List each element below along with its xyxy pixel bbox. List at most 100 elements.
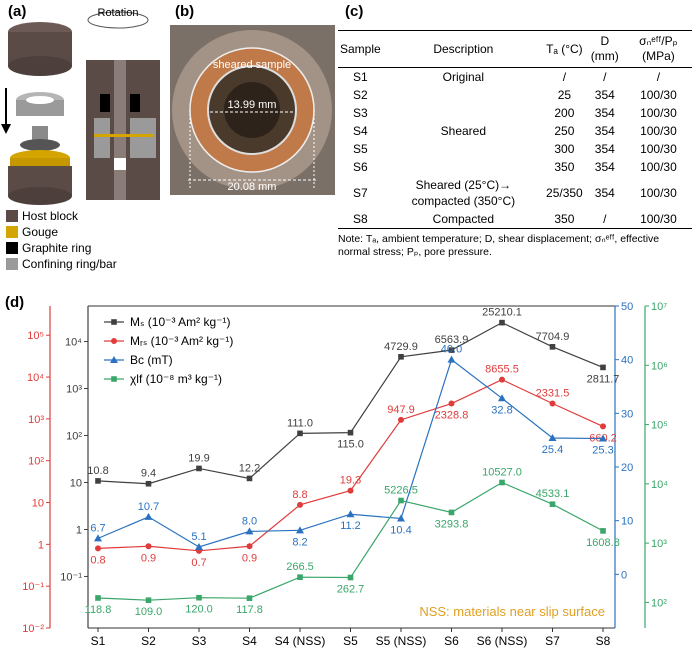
series-line <box>97 481 604 601</box>
point <box>145 543 152 550</box>
point <box>600 364 606 371</box>
point <box>499 479 505 486</box>
point <box>448 400 455 407</box>
point <box>397 514 405 522</box>
data-label: 1608.8 <box>586 537 620 549</box>
point <box>245 527 254 535</box>
point <box>144 512 153 520</box>
panel-label: (b) <box>175 3 194 20</box>
point <box>95 545 101 552</box>
data-label: 111.0 <box>287 417 313 429</box>
table-cell: 300 <box>554 142 575 156</box>
point <box>246 475 253 482</box>
table-header: Sample Description Tₐ (°C) D (mm) σₙᵉᶠᶠ/Pₚ (… <box>338 30 692 68</box>
data-label: 2328.8 <box>435 410 469 422</box>
point <box>447 355 456 363</box>
x-tick-label: S4 <box>242 634 257 648</box>
y-tick-label: 10 <box>621 516 633 528</box>
x-tick-label: S8 <box>596 634 611 648</box>
data-label: 0.8 <box>90 554 105 566</box>
y-tick-label: 10² <box>28 456 44 468</box>
rotation-label: Rotation <box>98 7 139 19</box>
dimension-label: 13.99 mm <box>228 99 277 111</box>
y-tick-label: 10⁵ <box>651 420 668 432</box>
point <box>549 344 556 350</box>
table-cell: Compacted <box>382 210 545 229</box>
data-label: 25.4 <box>542 444 563 456</box>
table-cell: 354 <box>594 142 615 156</box>
point <box>347 429 354 436</box>
legend-label: Mᵣₛ (10⁻³ Am² kg⁻¹) <box>130 334 233 348</box>
table-row: S4 250 354 100/30 <box>338 122 692 140</box>
legend-label: Bc (mT) <box>130 353 173 367</box>
data-label: 10.4 <box>390 525 411 537</box>
table-cell: S3 <box>353 106 368 120</box>
point <box>296 526 304 534</box>
header-cell: Sample <box>338 30 383 68</box>
photo-caption: sheared sample <box>213 59 291 71</box>
data-label: 0.7 <box>191 557 206 569</box>
table-cell: 350 <box>554 160 575 174</box>
point <box>599 434 607 442</box>
y-tick-label: 0 <box>621 569 627 581</box>
table: Sample Description Tₐ (°C) D (mm) σₙᵉᶠᶠ/Pₚ (… <box>338 30 692 229</box>
point <box>498 394 506 402</box>
panel-label: (a) <box>8 3 26 20</box>
data-label: 8.8 <box>292 489 307 501</box>
table-cell: 100/30 <box>640 142 677 156</box>
legend-label: Graphite ring <box>22 241 91 255</box>
table-cell: S4 <box>353 124 368 138</box>
table-cell: 100/30 <box>640 88 677 102</box>
table-cell: 350 <box>544 210 585 229</box>
data-label: 0.9 <box>141 552 156 564</box>
data-label: 109.0 <box>135 606 163 618</box>
table-cell: 354 <box>594 88 615 102</box>
y-tick-label: 1 <box>38 539 44 551</box>
data-label: 2331.5 <box>536 388 570 400</box>
table-row: S1 Original / / / <box>338 68 692 87</box>
table-cell: 25 <box>557 88 572 102</box>
point <box>95 478 101 484</box>
point <box>196 594 202 601</box>
table-cell: 354 <box>594 160 615 174</box>
y-tick-label: 20 <box>621 462 633 474</box>
point <box>246 595 253 601</box>
data-label: 32.8 <box>491 404 512 416</box>
exploded-view <box>1 22 72 205</box>
y-tick-label: 10⁴ <box>65 337 82 349</box>
point <box>111 319 117 325</box>
y-tick-label: 10 <box>70 477 82 489</box>
data-label: 11.2 <box>340 520 361 532</box>
point <box>398 497 404 504</box>
table-cell: / <box>603 70 607 84</box>
table-cell: S5 <box>353 142 368 156</box>
table-cell: / <box>562 70 567 84</box>
legend: Host block Gouge Graphite ring Confining ri… <box>6 209 117 271</box>
y-tick-label: 30 <box>621 408 633 420</box>
data-label: 115.0 <box>337 439 364 451</box>
table-row: S2 Sheared 25 354 100/30 <box>338 86 692 138</box>
point <box>297 501 303 508</box>
data-label: 8655.5 <box>485 364 519 376</box>
data-label: 6563.9 <box>435 334 469 346</box>
legend-label: Mₛ (10⁻³ Am² kg⁻¹) <box>130 315 230 329</box>
point <box>600 528 606 534</box>
y-tick-label: 50 <box>621 301 633 313</box>
figure-top: (a) (b) (c) Rotation Host block Gouge Grap… <box>1 3 363 271</box>
data-label: 4729.9 <box>384 341 418 353</box>
data-label: 19.9 <box>188 452 209 464</box>
data-label: 5226.5 <box>384 485 418 497</box>
table-cell: 200 <box>554 106 575 120</box>
y-tick-label: 10⁶ <box>651 360 668 372</box>
annotation: NSS: materials near slip surface <box>419 604 605 619</box>
point <box>548 434 557 442</box>
x-tick-label: S2 <box>141 634 156 648</box>
y-tick-label: 10⁷ <box>651 301 667 313</box>
point <box>195 542 203 550</box>
data-label: 0.9 <box>242 552 257 564</box>
legend-label: Gouge <box>22 225 58 239</box>
table-row: S8 Compacted 350/100/30 <box>338 210 692 229</box>
panel-label: (d) <box>5 295 24 311</box>
y-tick-label: 10⁻¹ <box>60 571 82 583</box>
table-row: S6 350 354 100/30 <box>338 158 692 176</box>
